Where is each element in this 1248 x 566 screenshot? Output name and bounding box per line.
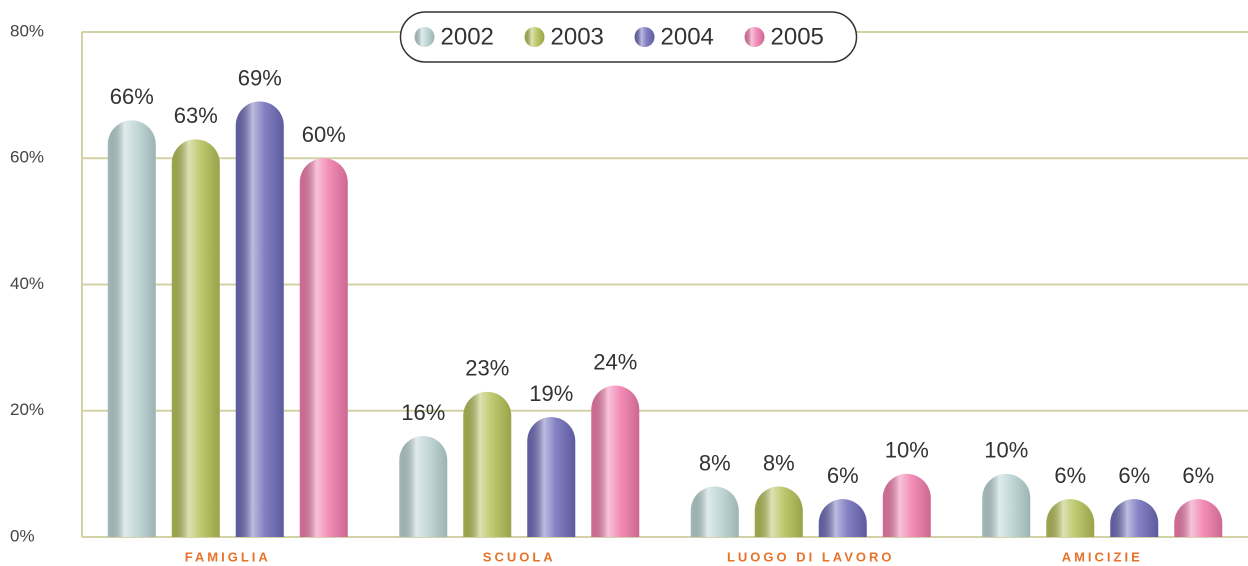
bar-shine bbox=[171, 139, 220, 537]
y-tick-label: 40% bbox=[10, 274, 44, 293]
value-label: 60% bbox=[302, 122, 346, 147]
bar-shine bbox=[399, 436, 448, 537]
y-tick-label: 20% bbox=[10, 400, 44, 419]
legend-marker-shine bbox=[634, 27, 655, 47]
y-tick-label: 0% bbox=[10, 526, 35, 545]
legend-label: 2004 bbox=[661, 23, 714, 50]
x-tick-label: AMICIZIE bbox=[1062, 549, 1143, 564]
bar-shine bbox=[591, 385, 640, 537]
bar-shine bbox=[1110, 499, 1159, 537]
bar-shine bbox=[235, 101, 284, 537]
bar-shine bbox=[299, 158, 348, 537]
value-label: 8% bbox=[699, 450, 731, 475]
value-label: 6% bbox=[827, 463, 859, 488]
value-label: 23% bbox=[465, 356, 509, 381]
legend-box bbox=[399, 11, 858, 63]
value-label: 8% bbox=[763, 450, 795, 475]
bar-shine bbox=[882, 473, 931, 537]
value-label: 6% bbox=[1182, 463, 1214, 488]
y-tick-label: 80% bbox=[10, 21, 44, 40]
value-label: 10% bbox=[984, 438, 1028, 463]
value-label: 6% bbox=[1054, 463, 1086, 488]
legend-label: 2003 bbox=[551, 23, 604, 50]
bar-shine bbox=[1174, 499, 1223, 537]
legend-marker-shine bbox=[524, 27, 545, 47]
legend-marker-shine bbox=[414, 27, 435, 47]
y-tick-label: 60% bbox=[10, 148, 44, 167]
legend-label: 2002 bbox=[441, 23, 494, 50]
bar-shine bbox=[1046, 499, 1095, 537]
x-tick-label: SCUOLA bbox=[483, 549, 556, 564]
x-tick-label: LUOGO DI LAVORO bbox=[727, 549, 895, 564]
bar-shine bbox=[463, 391, 512, 537]
value-label: 19% bbox=[529, 381, 573, 406]
value-label: 24% bbox=[593, 349, 637, 374]
legend-label: 2005 bbox=[771, 23, 824, 50]
legend-marker-shine bbox=[744, 27, 765, 47]
value-label: 69% bbox=[238, 65, 282, 90]
value-label: 66% bbox=[110, 84, 154, 109]
x-tick-label: FAMIGLIA bbox=[185, 549, 271, 564]
value-label: 16% bbox=[401, 400, 445, 425]
legend: 2002 2003 2004 2005 bbox=[399, 11, 858, 63]
value-label: 10% bbox=[885, 438, 929, 463]
value-label: 63% bbox=[174, 103, 218, 128]
value-label: 6% bbox=[1118, 463, 1150, 488]
bar-shine bbox=[527, 417, 576, 537]
bar-shine bbox=[690, 486, 739, 537]
bar-shine bbox=[754, 486, 803, 537]
bar-shine bbox=[818, 499, 867, 537]
bar-shine bbox=[107, 120, 156, 537]
bar-shine bbox=[982, 473, 1031, 537]
